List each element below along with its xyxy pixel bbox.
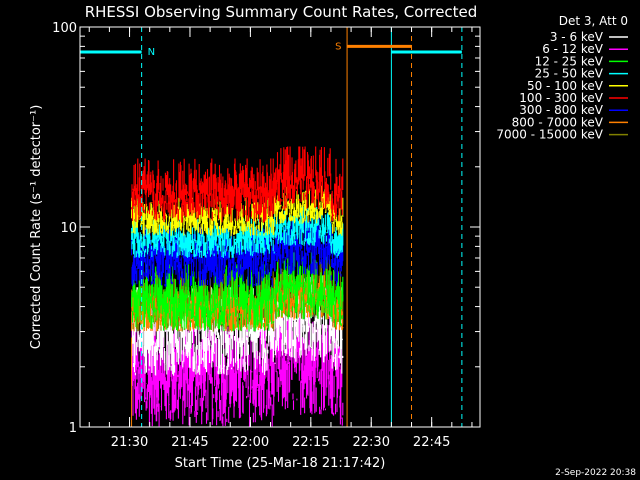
flag-label: N	[148, 47, 155, 58]
series-line	[131, 252, 344, 332]
legend-label: 7000 - 15000 keV	[496, 128, 603, 142]
x-tick-label: 22:15	[292, 435, 329, 450]
x-tick-label: 22:45	[413, 435, 450, 450]
y-tick-label: 10	[60, 221, 77, 236]
x-tick-label: 22:30	[353, 435, 390, 450]
data-bands	[131, 146, 344, 427]
series-trace	[131, 252, 344, 332]
flag-label: S	[335, 41, 341, 52]
footer-date: 2-Sep-2022 20:38	[555, 468, 636, 478]
flag-lines: NS	[80, 27, 463, 427]
y-tick-label: 1	[69, 421, 77, 436]
series-line	[131, 146, 344, 223]
y-axis-label: Corrected Count Rate (s⁻¹ detector⁻¹)	[29, 105, 44, 350]
legend-label: 50 - 100 keV	[527, 79, 604, 93]
x-axis-label: Start Time (25-Mar-18 21:17:42)	[175, 456, 386, 471]
legend-label: 100 - 300 keV	[519, 91, 603, 105]
legend-title: Det 3, Att 0	[559, 14, 628, 28]
chart-title: RHESSI Observing Summary Count Rates, Co…	[85, 3, 478, 21]
series-trace	[131, 146, 344, 223]
x-tick-label: 21:45	[171, 435, 208, 450]
legend-label: 300 - 800 keV	[519, 103, 603, 117]
x-tick-label: 21:30	[111, 435, 148, 450]
legend-label: 12 - 25 keV	[535, 54, 604, 68]
y-tick-label: 100	[52, 21, 77, 36]
legend-label: 800 - 7000 keV	[512, 115, 604, 129]
axes: 1 10 100 21:30 21:45 22:00 22:15 22:30 22:45	[52, 21, 480, 450]
legend-label: 6 - 12 keV	[542, 42, 604, 56]
legend-label: 3 - 6 keV	[550, 30, 604, 44]
x-tick-label: 22:00	[232, 435, 269, 450]
legend-label: 25 - 50 keV	[535, 67, 604, 81]
